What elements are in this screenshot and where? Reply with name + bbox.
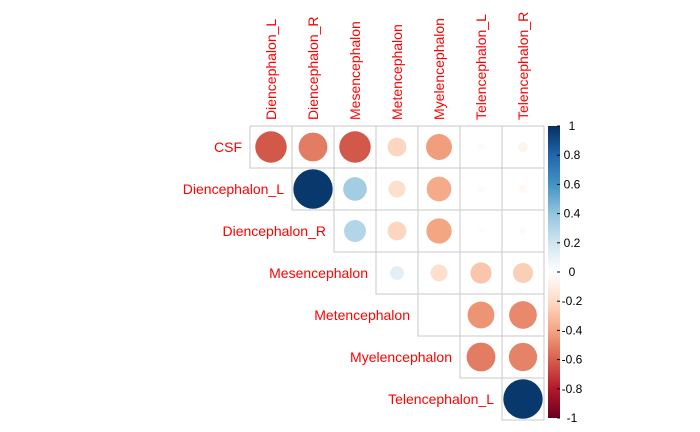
grid-cell: [501, 377, 545, 421]
corr-circle-csf-diencephalon-r: [298, 132, 328, 162]
colorbar-tick-label: 0.6: [564, 177, 581, 191]
colorbar-tick-label: 1: [569, 119, 576, 133]
grid-cell: [417, 293, 461, 337]
row-label-telencephalon-l: Telencephalon_L: [388, 391, 494, 407]
row-labels: CSF Diencephalon_L Diencephalon_R Mesenceph…: [183, 139, 494, 407]
row-label-csf: CSF: [214, 139, 242, 155]
corr-circle-myelencephalon-telencephalon-r: [508, 342, 538, 372]
row-label-diencephalon-r: Diencephalon_R: [222, 223, 326, 239]
col-label-mesencephalon: Mesencephalon: [347, 21, 363, 120]
row-label-mesencephalon: Mesencephalon: [269, 265, 368, 281]
corr-circle-csf-mesencephalon: [339, 131, 371, 163]
corr-circle-csf-metencephalon: [387, 137, 407, 157]
corr-circle-diencephalon-r-mesencephalon: [344, 220, 366, 242]
corr-circle-mesencephalon-myelencephalon: [430, 264, 448, 282]
corr-circle-diencephalon-r-metencephalon: [387, 221, 407, 241]
grid-layer: [249, 125, 545, 421]
colorbar-tick-label: -0.8: [562, 382, 583, 396]
corr-circle-diencephalon-l-metencephalon: [388, 180, 406, 198]
colorbar-tick-label: -0.6: [562, 353, 583, 367]
colorbar-ticks: 1 0.8 0.6 0.4 0.2 0 -0.2 -0.4 -0.6 -0.8 -1: [557, 119, 583, 425]
corr-circle-diencephalon-r-telencephalon-r: [519, 227, 527, 235]
corr-circle-csf-telencephalon-r: [518, 142, 528, 152]
corr-circle-metencephalon-telencephalon-r: [509, 301, 537, 329]
colorbar-tick-label: -1: [567, 411, 578, 425]
colorbar-tick-label: -0.4: [562, 323, 583, 337]
corr-circle-mesencephalon-telencephalon-r: [513, 263, 533, 283]
colorbar-tick-label: 0.4: [564, 207, 581, 221]
corr-circle-diencephalon-l-telencephalon-r: [519, 185, 527, 193]
corr-circle-csf-telencephalon-l: [477, 143, 485, 151]
col-label-telencephalon-r: Telencephalon_R: [515, 12, 531, 120]
corr-circle-diencephalon-r-telencephalon-l: [478, 228, 484, 234]
corr-circle-diencephalon-l-mesencephalon: [343, 177, 367, 201]
colorbar-gradient: [548, 126, 560, 418]
row-label-myelencephalon: Myelencephalon: [350, 349, 452, 365]
col-label-diencephalon-l: Diencephalon_L: [263, 19, 279, 120]
circle-layer: [255, 131, 543, 419]
colorbar-tick-label: -0.2: [562, 294, 583, 308]
corr-circle-mesencephalon-metencephalon: [390, 266, 404, 280]
row-label-metencephalon: Metencephalon: [314, 307, 410, 323]
col-label-telencephalon-l: Telencephalon_L: [473, 14, 489, 120]
col-label-diencephalon-r: Diencephalon_R: [305, 16, 321, 120]
corr-circle-telencephalon-l-telencephalon-r: [503, 379, 543, 419]
corr-circle-csf-diencephalon-l: [255, 131, 287, 163]
corr-circle-diencephalon-l-myelencephalon: [426, 176, 452, 202]
corr-circle-csf-myelencephalon: [426, 134, 452, 160]
colorbar-tick-label: 0: [569, 265, 576, 279]
column-labels: Diencephalon_L Diencephalon_R Mesencephalo…: [263, 12, 531, 120]
corr-circle-diencephalon-l-diencephalon-r: [293, 169, 333, 209]
col-label-metencephalon: Metencephalon: [389, 24, 405, 120]
corr-circle-diencephalon-l-telencephalon-l: [477, 185, 485, 193]
col-label-myelencephalon: Myelencephalon: [431, 18, 447, 120]
colorbar: 1 0.8 0.6 0.4 0.2 0 -0.2 -0.4 -0.6 -0.8 -1: [548, 119, 583, 425]
corr-circle-diencephalon-r-myelencephalon: [426, 218, 452, 244]
colorbar-tick-label: 0.2: [564, 236, 581, 250]
row-label-diencephalon-l: Diencephalon_L: [183, 181, 284, 197]
corr-circle-myelencephalon-telencephalon-l: [466, 342, 496, 372]
corr-circle-metencephalon-telencephalon-l: [467, 301, 495, 329]
colorbar-tick-label: 0.8: [564, 148, 581, 162]
corr-circle-mesencephalon-telencephalon-l: [470, 262, 492, 284]
